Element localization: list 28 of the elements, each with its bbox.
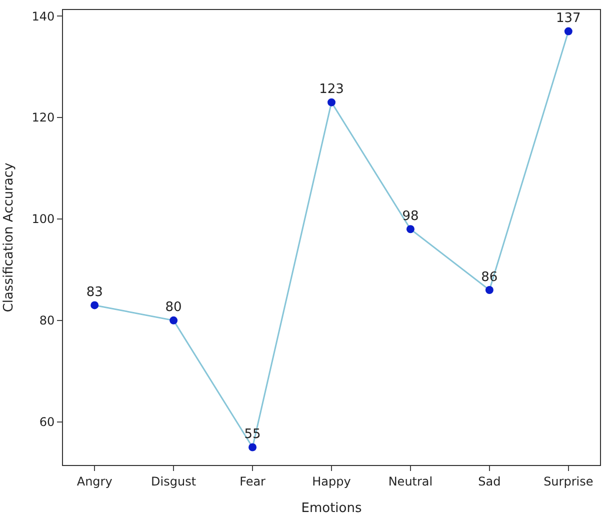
point [248, 443, 257, 452]
point [170, 316, 178, 324]
data-label: 55 [244, 427, 261, 442]
x-tick-label: Surprise [544, 474, 594, 488]
y-tick-label: 100 [32, 212, 55, 226]
point [406, 225, 414, 234]
point [485, 286, 494, 294]
data-label: 137 [556, 11, 581, 26]
data-label: 83 [86, 284, 103, 300]
y-tick-label: 80 [39, 314, 55, 328]
y-axis-title: Classification Accuracy [2, 162, 17, 312]
data-label: 86 [481, 270, 498, 285]
x-tick-label: Happy [312, 474, 351, 488]
x-tick-label: Angry [76, 474, 112, 488]
x-axis-title: Emotions [301, 501, 362, 516]
point [90, 301, 99, 310]
x-tick-label: Neutral [388, 474, 433, 488]
x-tick-label: Disgust [151, 474, 196, 488]
data-label: 80 [165, 300, 182, 316]
x-tick-label: Fear [240, 474, 266, 488]
y-tick-label: 60 [39, 415, 55, 430]
point [328, 98, 336, 106]
data-label: 123 [319, 82, 344, 98]
x-tick-label: Sad [478, 474, 501, 488]
y-tick-label: 140 [32, 9, 55, 24]
y-tick-label: 120 [32, 110, 55, 125]
data-label: 98 [402, 208, 419, 224]
point [564, 27, 572, 36]
